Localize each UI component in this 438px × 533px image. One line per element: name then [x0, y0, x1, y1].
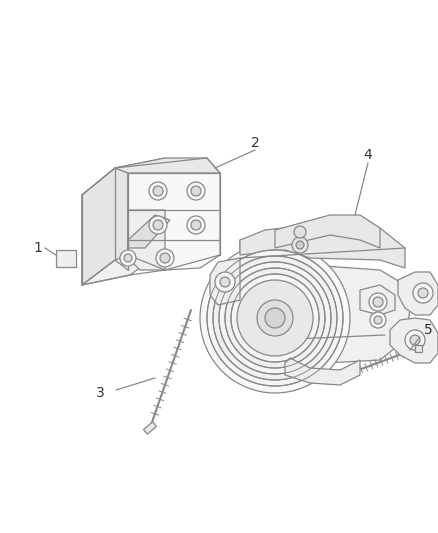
Circle shape — [257, 300, 293, 336]
Text: 4: 4 — [364, 148, 372, 162]
Text: 3: 3 — [95, 386, 104, 400]
Bar — [414, 344, 421, 351]
Polygon shape — [390, 318, 438, 363]
Polygon shape — [115, 158, 220, 173]
Circle shape — [231, 274, 319, 362]
Circle shape — [191, 220, 201, 230]
Circle shape — [215, 272, 235, 292]
Circle shape — [207, 250, 343, 386]
Bar — [56, 250, 76, 267]
Circle shape — [120, 250, 136, 266]
Polygon shape — [240, 240, 410, 365]
Circle shape — [373, 297, 383, 307]
Circle shape — [191, 186, 201, 196]
Circle shape — [292, 237, 308, 253]
Text: 2: 2 — [251, 136, 259, 150]
Circle shape — [153, 186, 163, 196]
Circle shape — [374, 316, 382, 324]
Circle shape — [369, 293, 387, 311]
Circle shape — [225, 268, 325, 368]
Circle shape — [219, 262, 331, 374]
Circle shape — [405, 330, 425, 350]
Circle shape — [296, 241, 304, 249]
Circle shape — [187, 182, 205, 200]
Circle shape — [156, 249, 174, 267]
Circle shape — [213, 256, 337, 380]
Circle shape — [410, 335, 420, 345]
Polygon shape — [360, 285, 395, 315]
Circle shape — [124, 254, 132, 262]
Text: 1: 1 — [34, 241, 42, 255]
Circle shape — [200, 243, 350, 393]
Polygon shape — [275, 215, 380, 248]
Circle shape — [187, 216, 205, 234]
Circle shape — [149, 182, 167, 200]
Polygon shape — [128, 210, 165, 270]
Text: 5: 5 — [424, 323, 432, 337]
Circle shape — [418, 288, 428, 298]
Polygon shape — [398, 272, 438, 315]
Bar — [144, 422, 156, 434]
Circle shape — [220, 277, 230, 287]
Polygon shape — [128, 173, 220, 270]
Circle shape — [370, 312, 386, 328]
Polygon shape — [82, 158, 165, 285]
Polygon shape — [128, 215, 170, 248]
Circle shape — [294, 226, 306, 238]
Circle shape — [153, 220, 163, 230]
Circle shape — [413, 283, 433, 303]
Circle shape — [149, 216, 167, 234]
Circle shape — [265, 308, 285, 328]
Circle shape — [160, 253, 170, 263]
Polygon shape — [240, 225, 405, 268]
Polygon shape — [210, 258, 240, 305]
Circle shape — [237, 280, 313, 356]
Polygon shape — [285, 358, 360, 385]
Polygon shape — [82, 168, 128, 285]
